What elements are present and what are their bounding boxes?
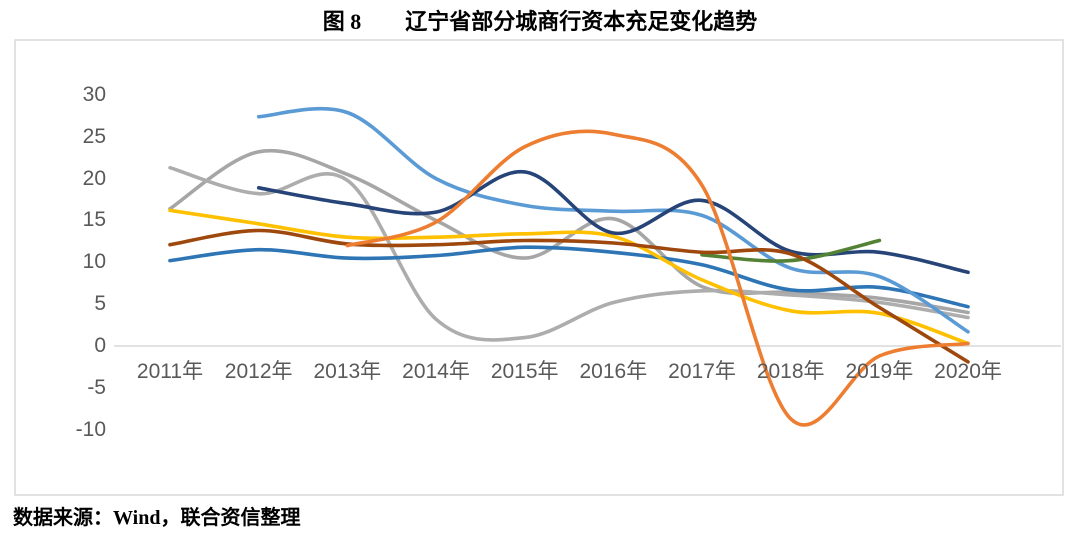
y-tick-label: -5 (87, 375, 106, 399)
x-tick-label: 2012年 (224, 360, 293, 383)
green-line (700, 238, 882, 263)
gold-line (168, 208, 970, 346)
plot-border (14, 39, 1064, 496)
x-tick-label: 2020年 (934, 360, 1002, 383)
y-tick-label: 5 (94, 292, 106, 316)
y-tick-label: 0 (94, 334, 106, 357)
x-tick-label: 2018年 (756, 360, 825, 383)
y-tick-label: 10 (82, 250, 106, 274)
x-tick-label: 2014年 (402, 360, 470, 383)
figure-title: 图 8 辽宁省部分城商行资本充足变化趋势 (322, 9, 758, 34)
y-tick-label: 20 (82, 166, 106, 190)
x-tick-label: 2017年 (668, 360, 736, 383)
x-tick-label: 2016年 (579, 360, 648, 383)
x-tick-label: 2015年 (490, 360, 559, 383)
orange-line (345, 129, 970, 427)
medium-blue-line (168, 245, 970, 309)
dark-red-line (168, 228, 970, 364)
x-tick-label: 2013年 (313, 360, 382, 383)
y-tick-label: -10 (75, 417, 106, 441)
x-tick-label: 2019年 (845, 360, 914, 383)
dark-blue-line (256, 170, 970, 275)
y-tick-label: 25 (82, 124, 106, 148)
y-tick-label: 15 (82, 208, 106, 232)
source-note: 数据来源：Wind，联合资信整理 (13, 507, 301, 529)
x-tick-label: 2011年 (136, 360, 204, 383)
light-blue-line (256, 106, 970, 334)
y-tick-label: 30 (82, 82, 106, 106)
gray-2-line (168, 165, 970, 342)
